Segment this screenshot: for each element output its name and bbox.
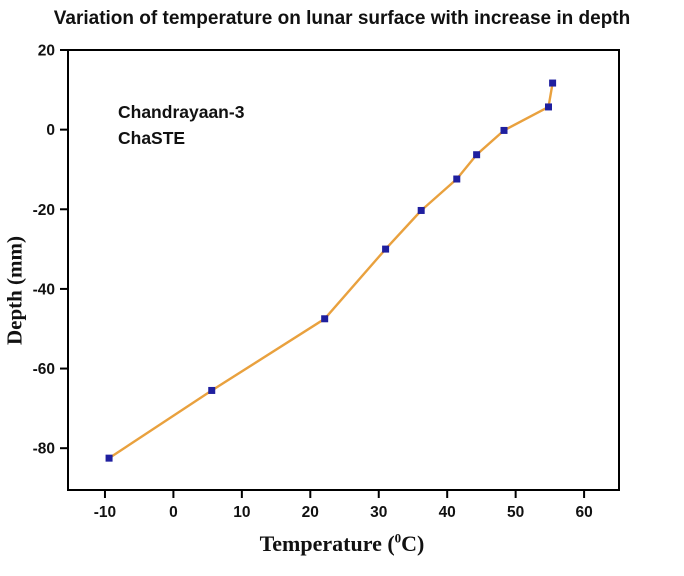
y-tick-label: -80 [33,441,55,458]
data-point-marker [549,79,557,87]
y-tick-label: 0 [46,122,55,139]
x-tick-label: 60 [575,504,592,521]
data-point-marker [453,175,461,183]
data-point-marker [105,454,113,462]
x-axis-title-degree-sup: 0 [394,530,402,546]
data-point-marker [321,315,329,323]
x-tick-label: 10 [233,504,250,521]
data-point-marker [208,386,216,394]
x-tick-label: 20 [302,504,319,521]
chart-annotation: Chandrayaan-3 ChaSTE [118,99,244,151]
series-line [107,81,554,460]
y-tick-label: -60 [33,361,55,378]
x-tick-label: -10 [94,504,116,521]
x-tick-label: 30 [370,504,387,521]
data-point-marker [500,126,508,134]
y-tick-label: 20 [38,43,55,60]
x-tick-label: 0 [169,504,178,521]
x-axis-title-prefix: Temperature ( [259,531,395,556]
annotation-line2: ChaSTE [118,128,186,148]
x-axis-title-suffix: C) [401,531,425,556]
data-point-marker [473,151,481,159]
plot-frame [67,49,620,491]
y-tick-label: -20 [33,202,55,219]
x-tick-label: 40 [439,504,456,521]
chart-title: Variation of temperature on lunar surfac… [53,8,631,29]
data-point-marker [382,245,390,253]
y-axis-title: Depth (mm) [2,235,27,346]
x-axis-title: Temperature (0C) [0,531,684,557]
y-tick-label: -40 [33,281,55,298]
x-tick-label: 50 [507,504,524,521]
data-point-marker [417,206,425,214]
annotation-line1: Chandrayaan-3 [118,102,245,122]
data-point-marker [544,103,552,111]
